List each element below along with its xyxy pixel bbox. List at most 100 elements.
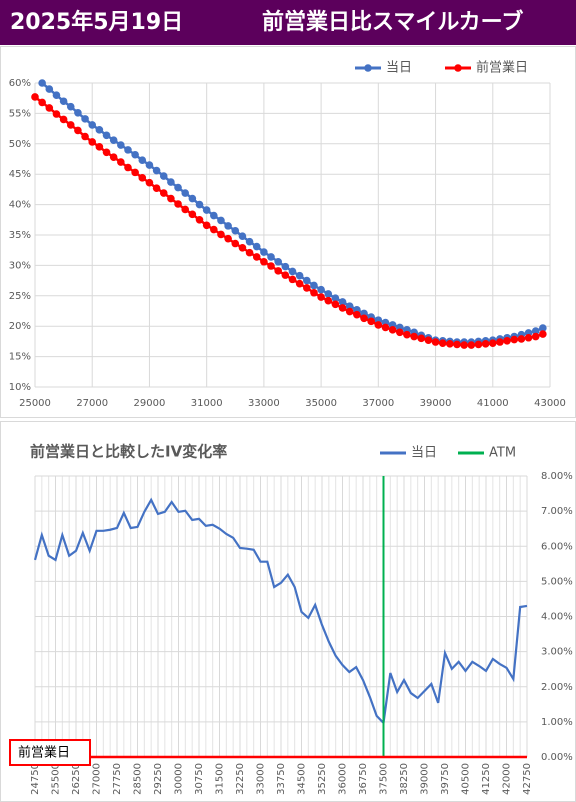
- marker: [281, 271, 290, 279]
- marker: [238, 243, 247, 252]
- x-tick-label: 35000: [305, 398, 337, 409]
- x-tick-label: 31500: [215, 763, 226, 795]
- y-tick-label: 4.00%: [541, 612, 573, 623]
- marker: [403, 330, 411, 339]
- header-date: 2025年5月19日: [10, 9, 183, 35]
- marker: [224, 222, 232, 230]
- marker: [152, 184, 161, 192]
- x-tick-label: 28500: [133, 763, 144, 795]
- legend-label: 当日: [411, 446, 437, 461]
- x-tick-label: 39750: [440, 763, 451, 795]
- marker: [438, 339, 447, 348]
- y-tick-label: 6.00%: [541, 541, 573, 552]
- marker: [531, 332, 540, 341]
- marker: [38, 79, 46, 87]
- marker: [181, 205, 190, 214]
- marker: [195, 200, 204, 209]
- marker: [66, 121, 75, 129]
- marker: [59, 97, 68, 106]
- marker: [331, 294, 340, 303]
- marker: [245, 248, 254, 257]
- header-title: 前営業日比スマイルカーブ: [262, 9, 523, 35]
- x-tick-label: 36000: [338, 763, 349, 795]
- x-tick-label: 36750: [358, 763, 369, 795]
- x-tick-label: 25000: [19, 398, 51, 409]
- marker: [45, 85, 54, 93]
- marker: [145, 178, 154, 187]
- marker: [410, 332, 418, 341]
- x-tick-label: 37000: [362, 398, 394, 409]
- x-tick-label: 41000: [477, 398, 509, 409]
- marker: [217, 216, 225, 225]
- marker: [267, 253, 275, 261]
- series-line: [33, 497, 528, 726]
- marker: [210, 225, 218, 234]
- marker: [345, 302, 354, 310]
- marker: [288, 275, 297, 284]
- marker: [74, 108, 82, 117]
- y-tick-label: 5.00%: [541, 576, 573, 587]
- marker: [460, 341, 468, 349]
- marker: [310, 281, 318, 290]
- legend-marker: [364, 64, 372, 72]
- y-tick-label: 8.00%: [541, 471, 573, 482]
- marker: [260, 257, 268, 266]
- marker: [131, 150, 139, 159]
- x-tick-label: 42750: [522, 763, 533, 795]
- x-tick-label: 39000: [420, 398, 452, 409]
- marker: [267, 262, 275, 270]
- x-tick-label: 26250: [71, 763, 82, 795]
- x-tick-label: 29250: [153, 763, 164, 795]
- marker: [102, 148, 111, 157]
- marker: [524, 333, 533, 342]
- marker: [303, 276, 311, 285]
- y-tick-label: 15%: [9, 352, 31, 363]
- marker: [81, 115, 89, 123]
- marker: [66, 102, 75, 111]
- marker: [274, 267, 282, 275]
- marker: [145, 161, 154, 169]
- marker: [338, 298, 347, 306]
- marker: [481, 340, 490, 348]
- marker: [517, 335, 526, 343]
- marker: [109, 153, 118, 161]
- x-tick-label: 27000: [76, 398, 108, 409]
- marker: [474, 340, 483, 349]
- x-tick-label: 40500: [461, 763, 472, 795]
- marker: [531, 327, 540, 335]
- marker: [353, 310, 361, 319]
- marker: [52, 91, 61, 99]
- y-tick-label: 2.00%: [541, 682, 573, 693]
- marker: [117, 158, 125, 166]
- marker: [202, 206, 211, 214]
- marker: [159, 189, 168, 197]
- header-bar: [0, 0, 576, 45]
- y-tick-label: 20%: [9, 321, 31, 332]
- x-tick-label: 29000: [134, 398, 166, 409]
- legend-label: 前営業日: [476, 60, 528, 76]
- marker: [295, 279, 304, 288]
- x-tick-label: 25500: [51, 763, 62, 795]
- baseline-label: 前営業日: [18, 745, 70, 761]
- marker: [303, 284, 311, 292]
- marker: [381, 323, 390, 332]
- marker: [174, 200, 182, 208]
- marker: [338, 304, 347, 312]
- marker: [345, 307, 354, 316]
- marker: [252, 242, 261, 251]
- marker: [467, 341, 476, 349]
- marker: [417, 334, 426, 343]
- chart-title: 前営業日と比較したIV変化率: [30, 443, 227, 461]
- marker: [374, 321, 383, 329]
- marker: [174, 183, 182, 192]
- legend-label: ATM: [489, 446, 516, 461]
- marker: [310, 288, 318, 297]
- marker: [95, 126, 104, 134]
- marker: [152, 166, 161, 175]
- x-tick-label: 38250: [399, 763, 410, 795]
- x-tick-label: 27000: [92, 763, 103, 795]
- marker: [88, 138, 97, 146]
- marker: [102, 131, 111, 140]
- marker: [281, 262, 290, 271]
- x-tick-label: 34500: [297, 763, 308, 795]
